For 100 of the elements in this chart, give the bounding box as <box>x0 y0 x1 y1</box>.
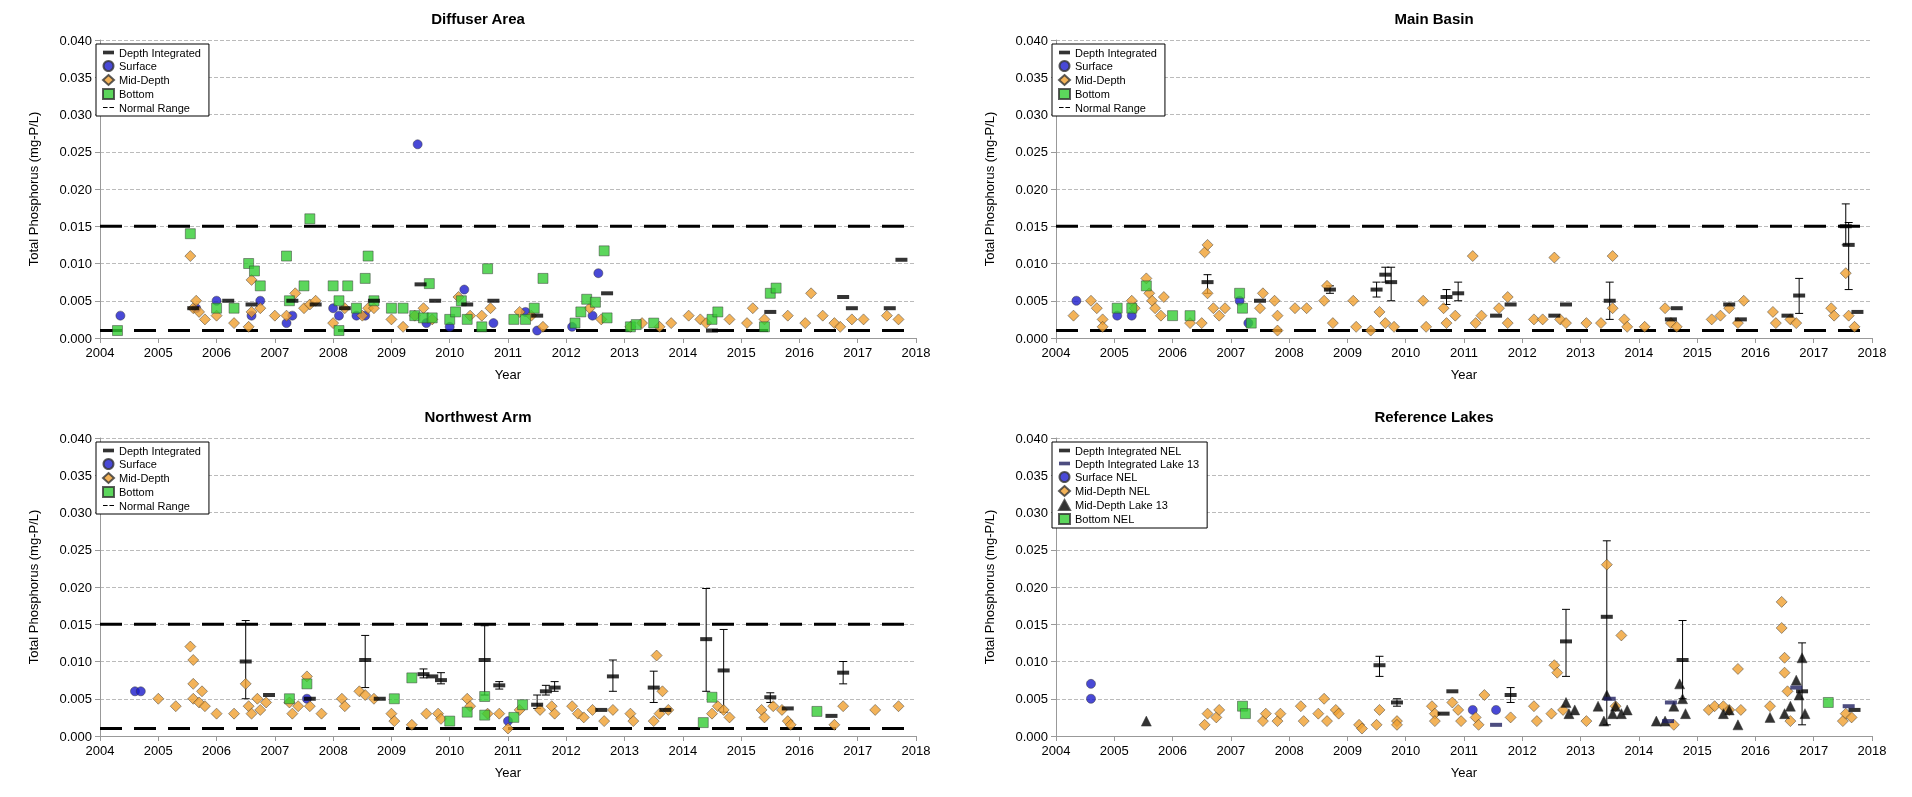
y-tick-label: 0.040 <box>59 430 92 446</box>
legend-label: Depth Integrated NEL <box>1075 444 1182 457</box>
y-tick-label: 0.025 <box>1015 542 1048 558</box>
y-tick-label: 0.010 <box>1015 256 1048 271</box>
x-tick-label: 2004 <box>85 345 115 360</box>
y-tick-label: 0.000 <box>59 728 92 744</box>
y-axis-title: Total Phosphorus (mg-P/L) <box>982 509 997 665</box>
x-tick-label: 2018 <box>1857 743 1887 758</box>
y-tick-label: 0.005 <box>1015 691 1048 707</box>
x-tick-label: 2010 <box>435 743 465 758</box>
legend-label: Mid-Depth Lake 13 <box>1075 499 1168 511</box>
legend-label: Surface <box>119 60 157 72</box>
legend-label: Bottom <box>1075 88 1110 100</box>
y-tick-label: 0.015 <box>1015 218 1048 234</box>
legend-label: Mid-Depth <box>119 472 170 484</box>
x-tick-label: 2008 <box>1274 743 1304 758</box>
x-tick-label: 2014 <box>668 743 698 758</box>
legend-label: Normal Range <box>119 499 190 512</box>
x-tick-label: 2014 <box>1624 345 1654 360</box>
y-tick-label: 0.010 <box>1015 654 1048 669</box>
x-tick-label: 2015 <box>726 743 756 758</box>
x-tick-label: 2006 <box>202 345 232 360</box>
legend-label: Mid-Depth <box>119 74 170 86</box>
y-axis-title: Total Phosphorus (mg-P/L) <box>982 111 997 267</box>
x-tick-label: 2005 <box>1099 743 1129 758</box>
x-tick-label: 2010 <box>1391 345 1421 360</box>
legend-label: Surface NEL <box>1075 471 1138 483</box>
x-tick-label: 2015 <box>1682 345 1712 360</box>
y-tick-label: 0.035 <box>1015 69 1048 85</box>
x-tick-label: 2005 <box>1099 345 1129 360</box>
x-tick-label: 2005 <box>143 743 173 758</box>
x-tick-label: 2012 <box>1507 345 1537 360</box>
y-axis-title: Total Phosphorus (mg-P/L) <box>26 111 41 267</box>
x-tick-label: 2016 <box>1740 345 1770 360</box>
y-tick-label: 0.025 <box>1015 144 1048 160</box>
y-tick-label: 0.040 <box>1015 32 1048 48</box>
x-tick-label: 2015 <box>726 345 756 360</box>
y-tick-label: 0.025 <box>59 542 92 558</box>
y-tick-label: 0.005 <box>1015 293 1048 309</box>
y-tick-label: 0.005 <box>59 691 92 707</box>
x-tick-label: 2016 <box>784 345 814 360</box>
x-tick-label: 2004 <box>1041 345 1071 360</box>
y-tick-label: 0.015 <box>59 616 92 632</box>
x-tick-label: 2006 <box>1158 743 1188 758</box>
legend-label: Bottom <box>119 88 154 100</box>
x-tick-label: 2006 <box>202 743 232 758</box>
x-tick-label: 2009 <box>1332 345 1362 360</box>
x-tick-label: 2013 <box>610 345 640 360</box>
x-tick-label: 2013 <box>610 743 640 758</box>
y-tick-label: 0.005 <box>59 293 92 309</box>
x-tick-label: 2012 <box>1507 743 1537 758</box>
legend-label: Surface <box>119 458 157 470</box>
y-tick-label: 0.010 <box>59 654 92 669</box>
legend-label: Bottom <box>119 486 154 498</box>
x-axis-title: Year <box>1450 367 1478 382</box>
y-tick-label: 0.000 <box>59 330 92 346</box>
legend-label: Mid-Depth <box>1075 74 1126 86</box>
x-tick-label: 2018 <box>901 345 931 360</box>
x-tick-label: 2007 <box>260 345 290 360</box>
x-tick-label: 2011 <box>1450 345 1478 360</box>
x-tick-label: 2008 <box>1274 345 1304 360</box>
y-tick-label: 0.035 <box>59 69 92 85</box>
x-tick-label: 2016 <box>1740 743 1770 758</box>
legend-label: Normal Range <box>119 101 190 114</box>
y-tick-label: 0.030 <box>59 107 92 122</box>
y-tick-label: 0.010 <box>59 256 92 271</box>
x-tick-label: 2013 <box>1566 743 1596 758</box>
y-tick-label: 0.020 <box>1015 181 1048 197</box>
y-tick-label: 0.035 <box>59 467 92 483</box>
chart-title: Main Basin <box>1394 10 1474 27</box>
y-tick-label: 0.030 <box>1015 107 1048 122</box>
x-tick-label: 2006 <box>1158 345 1188 360</box>
x-tick-label: 2007 <box>1216 743 1246 758</box>
chart-title: Diffuser Area <box>431 10 526 27</box>
x-tick-label: 2014 <box>668 345 698 360</box>
y-tick-label: 0.030 <box>1015 505 1048 520</box>
legend-label: Surface <box>1075 60 1113 72</box>
legend-label: Normal Range <box>1075 101 1146 114</box>
y-axis-title: Total Phosphorus (mg-P/L) <box>26 509 41 665</box>
chart-title: Northwest Arm <box>424 408 532 425</box>
x-tick-label: 2009 <box>376 345 406 360</box>
x-tick-label: 2010 <box>435 345 465 360</box>
y-tick-label: 0.000 <box>1015 330 1048 346</box>
x-tick-label: 2014 <box>1624 743 1654 758</box>
y-tick-label: 0.035 <box>1015 467 1048 483</box>
y-tick-label: 0.015 <box>59 218 92 234</box>
legend-label: Depth Integrated <box>119 444 201 457</box>
y-tick-label: 0.030 <box>59 505 92 520</box>
x-tick-label: 2005 <box>143 345 173 360</box>
y-tick-label: 0.020 <box>1015 579 1048 595</box>
legend-label: Depth Integrated <box>1075 46 1157 59</box>
x-tick-label: 2008 <box>318 743 348 758</box>
y-tick-label: 0.020 <box>59 181 92 197</box>
x-tick-label: 2016 <box>784 743 814 758</box>
x-tick-label: 2008 <box>318 345 348 360</box>
x-tick-label: 2004 <box>1041 743 1071 758</box>
x-tick-label: 2010 <box>1391 743 1421 758</box>
x-tick-label: 2011 <box>494 743 522 758</box>
y-tick-label: 0.000 <box>1015 728 1048 744</box>
x-axis-title: Year <box>1450 765 1478 780</box>
